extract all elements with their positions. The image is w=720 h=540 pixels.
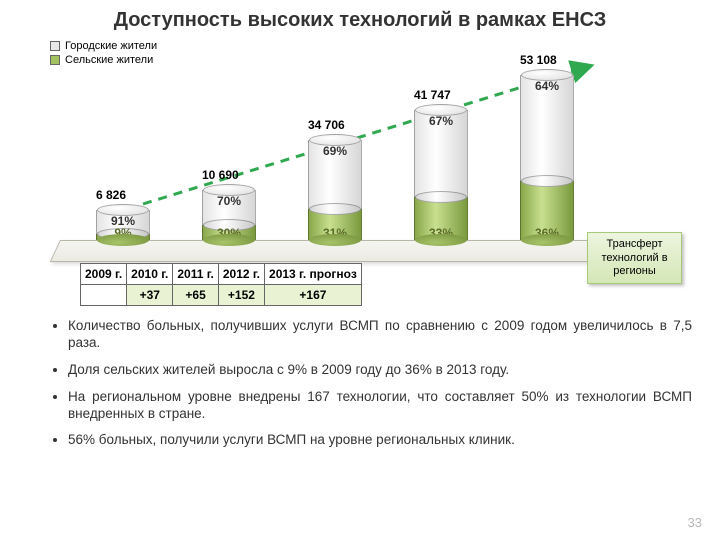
transfer-technologies-box: Трансферт технологий в регионы xyxy=(587,232,682,284)
bar-column: 6 82691%9% xyxy=(83,210,163,240)
year-cell: 2009 г. xyxy=(81,264,127,285)
bar-column: 53 10864%36% xyxy=(507,75,587,240)
bar-total-label: 34 706 xyxy=(308,118,345,132)
cylinder-bottom xyxy=(309,234,361,246)
bar-upper-pct: 69% xyxy=(323,144,347,158)
year-cell: 2012 г. xyxy=(218,264,264,285)
bullet-item: Доля сельских жителей выросла с 9% в 200… xyxy=(68,362,692,379)
bar-total-label: 6 826 xyxy=(96,188,126,202)
legend-swatch-urban xyxy=(50,41,60,51)
year-cell: 2010 г. xyxy=(127,264,173,285)
delta-cell: +152 xyxy=(218,285,264,306)
bullet-list: Количество больных, получивших услуги ВС… xyxy=(28,318,692,449)
bar-total-label: 41 747 xyxy=(414,88,451,102)
year-delta-table: 2009 г.2010 г.2011 г.2012 г.2013 г. прог… xyxy=(80,263,362,306)
legend-swatch-rural xyxy=(50,55,60,65)
bullet-item: Количество больных, получивших услуги ВС… xyxy=(68,318,692,352)
delta-row: +37+65+152+167 xyxy=(81,285,362,306)
bullet-item: На региональном уровне внедрены 167 техн… xyxy=(68,389,692,423)
year-cell: 2011 г. xyxy=(173,264,219,285)
cylinder-mid-ellipse xyxy=(521,175,573,187)
bar-column: 34 70669%31% xyxy=(295,140,375,240)
cylinder-mid-ellipse xyxy=(415,191,467,203)
page-number: 33 xyxy=(688,515,702,530)
delta-cell: +65 xyxy=(173,285,219,306)
bar-column: 10 69070%30% xyxy=(189,190,269,240)
delta-cell: +167 xyxy=(265,285,362,306)
bar-total-label: 10 690 xyxy=(202,168,239,182)
chart-area: Городские жители Сельские жители 6 82691… xyxy=(40,32,690,302)
bar-upper-pct: 64% xyxy=(535,79,559,93)
cylinder-bottom xyxy=(521,234,573,246)
cylinder-bottom xyxy=(415,234,467,246)
bar-column: 41 74767%33% xyxy=(401,110,481,240)
bar-upper-pct: 70% xyxy=(217,194,241,208)
cylinder-bottom xyxy=(203,234,255,246)
year-cell: 2013 г. прогноз xyxy=(265,264,362,285)
cylinder-mid-ellipse xyxy=(309,203,361,215)
bars-container: 6 82691%9% 10 69070%30% 34 70669%31% 41 747… xyxy=(70,50,600,240)
delta-cell: +37 xyxy=(127,285,173,306)
slide-title: Доступность высоких технологий в рамках … xyxy=(0,0,720,32)
bar-upper-pct: 67% xyxy=(429,114,453,128)
delta-cell xyxy=(81,285,127,306)
bullet-item: 56% больных, получили услуги ВСМП на уро… xyxy=(68,432,692,449)
cylinder-bottom xyxy=(97,234,149,246)
bar-total-label: 53 108 xyxy=(520,53,557,67)
year-row: 2009 г.2010 г.2011 г.2012 г.2013 г. прог… xyxy=(81,264,362,285)
